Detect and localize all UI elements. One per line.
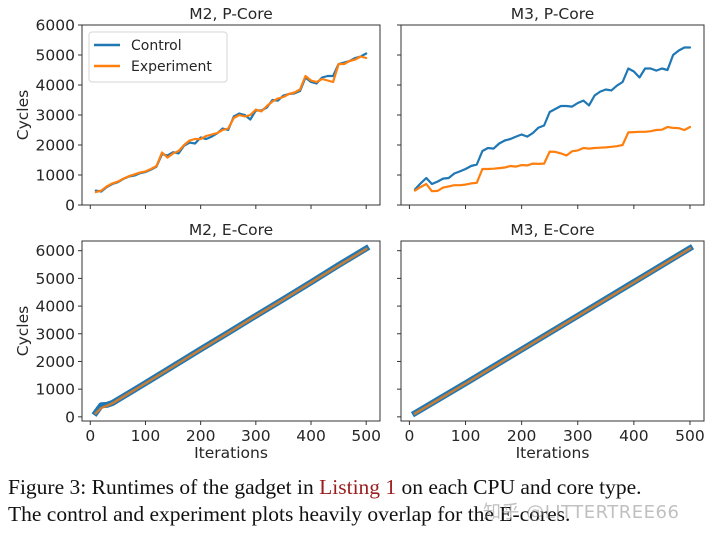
y-tick-label: 2000 [36,353,75,371]
x-axis-label: Iterations [516,444,590,462]
subplot-title: M2, E-Core [189,221,273,239]
caption-prefix: Figure 3: Runtimes of the gadget in [8,475,320,499]
x-tick-label: 300 [241,427,271,445]
x-tick-label: 400 [619,427,649,445]
y-tick-label: 0 [65,408,75,426]
y-tick-label: 3000 [36,325,75,343]
subplot-3: 0 100 200 300 400 500 M3, E-Core Iterations [397,221,705,462]
listing-link[interactable]: Listing 1 [319,475,397,499]
experiment-line [413,125,692,193]
legend-label: Experiment [131,59,212,75]
x-tick-label: 200 [186,427,216,445]
x-tick-label: 100 [131,427,161,445]
x-tick-label: 200 [507,427,537,445]
y-tick-label: 5000 [36,270,75,288]
subplot-title: M3, P-Core [511,5,595,23]
subplot-1: M3, P-Core [397,5,705,209]
y-tick-label: 2000 [36,137,75,155]
control-line [413,46,692,191]
y-axis-label: Cycles [14,306,32,356]
y-tick-label: 1000 [36,167,75,185]
y-tick-label: 0 [65,197,75,215]
subplot-2: 0 100 200 300 400 500010002000300040005000600… [14,221,381,462]
experiment-line [94,55,368,194]
x-axis-label: Iterations [194,444,268,462]
legend: Control Experiment [88,31,228,83]
legend-label: Control [131,38,182,54]
axes-frame [400,240,705,422]
x-tick-label: 500 [351,427,381,445]
caption-suffix: on each CPU and core type. [396,475,642,499]
watermark: 知乎 @LITTERTREE66 [483,502,680,523]
y-tick-label: 6000 [36,17,75,35]
y-tick-label: 6000 [36,242,75,260]
x-tick-label: 100 [451,427,481,445]
y-tick-label: 3000 [36,107,75,125]
legend-box [88,31,228,83]
x-tick-label: 500 [675,427,705,445]
x-tick-label: 0 [85,427,95,445]
subplot-0: 0 1000 2000 3000 4000 5000 6000 M2, P-Core Cycle… [14,5,381,215]
x-tick-label: 400 [296,427,326,445]
figure-caption: Figure 3: Runtimes of the gadget in List… [8,474,724,528]
subplot-title: M3, E-Core [510,221,594,239]
subplot-title: M2, P-Core [189,5,273,23]
y-tick-label: 4000 [36,298,75,316]
experiment-line [94,247,368,415]
experiment-line [413,246,692,416]
y-tick-label: 1000 [36,381,75,399]
axes-frame [81,240,381,422]
x-tick-label: 300 [563,427,593,445]
caption-line-2: The control and experiment plots heavily… [8,502,571,526]
y-tick-label: 4000 [36,77,75,95]
y-axis-label: Cycles [14,90,32,140]
y-tick-label: 5000 [36,47,75,65]
x-tick-label: 0 [404,427,414,445]
